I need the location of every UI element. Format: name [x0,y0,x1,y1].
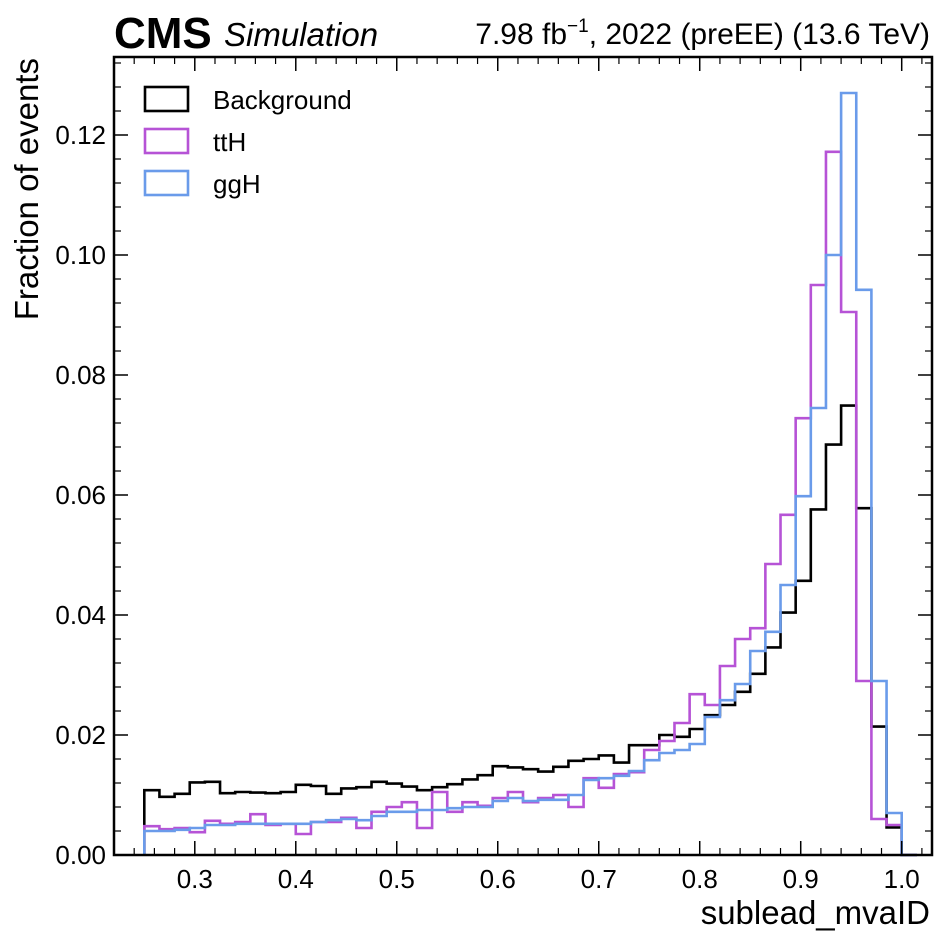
luminosity-label: 7.98 fb−1, 2022 (preEE) (13.6 TeV) [475,16,930,51]
y-tick-label: 0.02 [55,720,106,750]
lumi-exponent: −1 [567,16,589,37]
legend-swatch [143,127,190,155]
legend-label: ttH [213,127,246,157]
lumi-suffix: , 2022 (preEE) (13.6 TeV) [589,18,930,51]
tick-labels: 0.3 0.4 0.5 0.6 0.7 0.8 0.9 1.0 0.00 0.02 0.04 0.06… [55,120,919,894]
y-tick-label: 0.12 [55,120,106,150]
y-tick-label: 0.10 [55,240,106,270]
x-tick-label: 0.9 [783,864,819,894]
histogram-series-tth [143,150,917,857]
x-tick-label: 0.3 [177,864,213,894]
plot-frame [112,55,934,857]
x-tick-label: 1.0 [884,864,920,894]
y-tick-label: 0.08 [55,360,106,390]
legend: Background ttH ggH [143,85,352,199]
legend-item-tth: ttH [143,127,246,157]
x-tick-label: 0.4 [278,864,314,894]
legend-swatch [143,169,190,197]
lumi-prefix: 7.98 fb [475,18,567,51]
legend-label: ggH [213,169,261,199]
histogram-series-group [143,91,917,857]
simulation-tag: Simulation [224,16,378,53]
x-tick-label: 0.6 [480,864,516,894]
experiment-label: CMS [114,9,212,58]
legend-label: Background [213,85,352,115]
y-tick-label: 0.00 [55,840,106,870]
x-tick-label: 0.7 [581,864,617,894]
legend-item-background: Background [143,85,352,115]
histogram-series-background [143,404,917,857]
y-axis-label: Fraction of events [8,58,45,320]
plot-header: CMS Simulation 7.98 fb−1, 2022 (preEE) (… [114,9,930,58]
histogram-series-ggh [143,91,917,857]
x-axis-label: sublead_mvaID [701,894,930,931]
legend-item-ggh: ggH [143,169,261,199]
x-tick-label: 0.8 [682,864,718,894]
legend-swatch [143,85,190,113]
y-tick-label: 0.04 [55,600,106,630]
y-tick-label: 0.06 [55,480,106,510]
x-tick-label: 0.5 [379,864,415,894]
